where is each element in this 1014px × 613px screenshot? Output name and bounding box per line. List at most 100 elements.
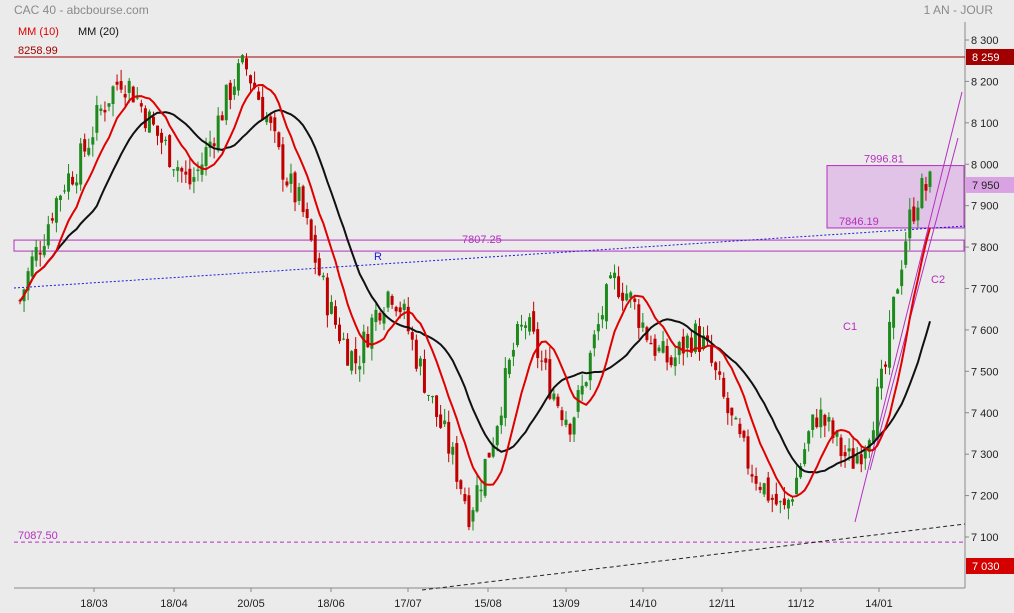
x-tick-label: 20/05	[237, 598, 265, 610]
candle-body-down	[843, 452, 847, 457]
candle-body-down	[269, 116, 273, 123]
candle-body-up	[58, 195, 62, 201]
candle-body-up	[164, 139, 168, 141]
candle-body-up	[641, 322, 645, 328]
candle-body-up	[350, 351, 354, 371]
candle-body-down	[859, 454, 863, 465]
candle-body-up	[374, 309, 378, 323]
candle-body-down	[706, 335, 710, 342]
candle-body-down	[730, 407, 734, 416]
candle-body-down	[722, 377, 726, 397]
candle-body-down	[754, 476, 758, 484]
channel-line-c2	[869, 137, 959, 471]
x-tick-label: 14/01	[865, 598, 893, 610]
price-tag-top-text: 8 259	[972, 52, 1000, 64]
x-tick-label: 18/04	[160, 598, 188, 610]
candle-body-down	[131, 86, 135, 103]
candle-body-down	[390, 295, 394, 305]
candle-body-up	[520, 324, 524, 327]
candle-body-down	[305, 209, 309, 219]
candle-body-up	[232, 86, 236, 95]
candle-body-down	[180, 168, 184, 172]
candle-body-down	[697, 326, 701, 352]
candle-body-up	[673, 357, 677, 367]
candle-body-up	[204, 147, 208, 166]
candle-body-up	[827, 416, 831, 422]
candle-body-down	[325, 277, 329, 316]
candle-body-up	[584, 382, 588, 387]
candle-body-down	[823, 414, 827, 426]
candle-body-up	[900, 269, 904, 287]
channel-label-c1: C1	[843, 321, 857, 333]
candle-body-up	[875, 386, 879, 436]
candle-body-down	[750, 474, 754, 477]
candle-body-down	[244, 58, 248, 70]
candle-body-up	[564, 419, 568, 426]
candle-body-up	[863, 448, 867, 459]
candle-body-down	[228, 82, 232, 101]
x-tick-label: 15/08	[474, 598, 502, 610]
price-tag-last-text: 7 950	[972, 180, 1000, 192]
candle-body-down	[815, 417, 819, 428]
candle-body-down	[398, 307, 402, 313]
candle-body-up	[920, 178, 924, 209]
y-tick-label: 7 900	[971, 201, 999, 213]
x-tick-label: 18/06	[317, 598, 345, 610]
x-axis-ticks: 18/03 18/04 20/05 18/06 17/07 15/08 13/09 14/10…	[80, 588, 893, 610]
candle-body-up	[46, 224, 50, 246]
candle-body-down	[770, 497, 774, 500]
candle-body-down	[439, 414, 443, 428]
candle-body-up	[30, 256, 34, 277]
candle-body-up	[896, 289, 900, 294]
candle-body-down	[378, 313, 382, 321]
candle-body-up	[795, 477, 799, 495]
candle-body-up	[819, 409, 823, 428]
candle-body-down	[333, 306, 337, 325]
candle-body-down	[71, 176, 75, 185]
candle-body-down	[758, 486, 762, 490]
candle-body-up	[135, 97, 139, 99]
candle-body-up	[799, 466, 803, 478]
candle-body-up	[491, 444, 495, 457]
candle-body-down	[249, 75, 253, 84]
candle-body-down	[143, 108, 147, 129]
candle-body-up	[172, 169, 176, 171]
candle-body-down	[261, 96, 265, 120]
x-tick-label: 12/11	[709, 598, 736, 610]
level-8258-label: 8258.99	[18, 45, 58, 57]
candle-body-up	[107, 103, 111, 107]
candle-body-down	[160, 132, 164, 143]
candle-body-up	[192, 177, 196, 182]
candle-body-down	[463, 494, 467, 502]
candle-body-down	[103, 109, 107, 113]
candle-body-up	[507, 359, 511, 375]
candle-body-down	[884, 364, 888, 367]
candle-body-up	[483, 458, 487, 496]
y-tick-label: 7 500	[971, 366, 999, 378]
y-tick-label: 8 100	[971, 118, 999, 130]
candle-body-up	[426, 394, 430, 396]
candle-body-up	[503, 368, 507, 419]
level-7807-box	[13, 239, 965, 252]
candle-body-down	[738, 423, 742, 435]
channel-label-c2: C2	[931, 274, 945, 286]
candle-body-up	[495, 426, 499, 446]
candle-body-down	[665, 345, 669, 363]
candle-body-down	[50, 218, 54, 221]
candle-body-up	[734, 417, 738, 420]
candle-body-down	[151, 116, 155, 125]
candle-body-up	[511, 349, 515, 357]
candle-body-up	[200, 164, 204, 175]
candle-body-up	[515, 324, 519, 346]
candle-body-down	[435, 395, 439, 417]
candle-body-up	[847, 448, 851, 452]
candle-body-up	[362, 331, 366, 364]
candle-body-up	[572, 417, 576, 435]
candle-body-up	[321, 275, 325, 278]
chart-title: CAC 40 - abcbourse.com	[14, 3, 149, 17]
candle-body-down	[782, 498, 786, 506]
candle-body-up	[176, 167, 180, 171]
candle-body-up	[402, 303, 406, 310]
candle-body-down	[548, 359, 552, 399]
candle-body-down	[912, 206, 916, 222]
